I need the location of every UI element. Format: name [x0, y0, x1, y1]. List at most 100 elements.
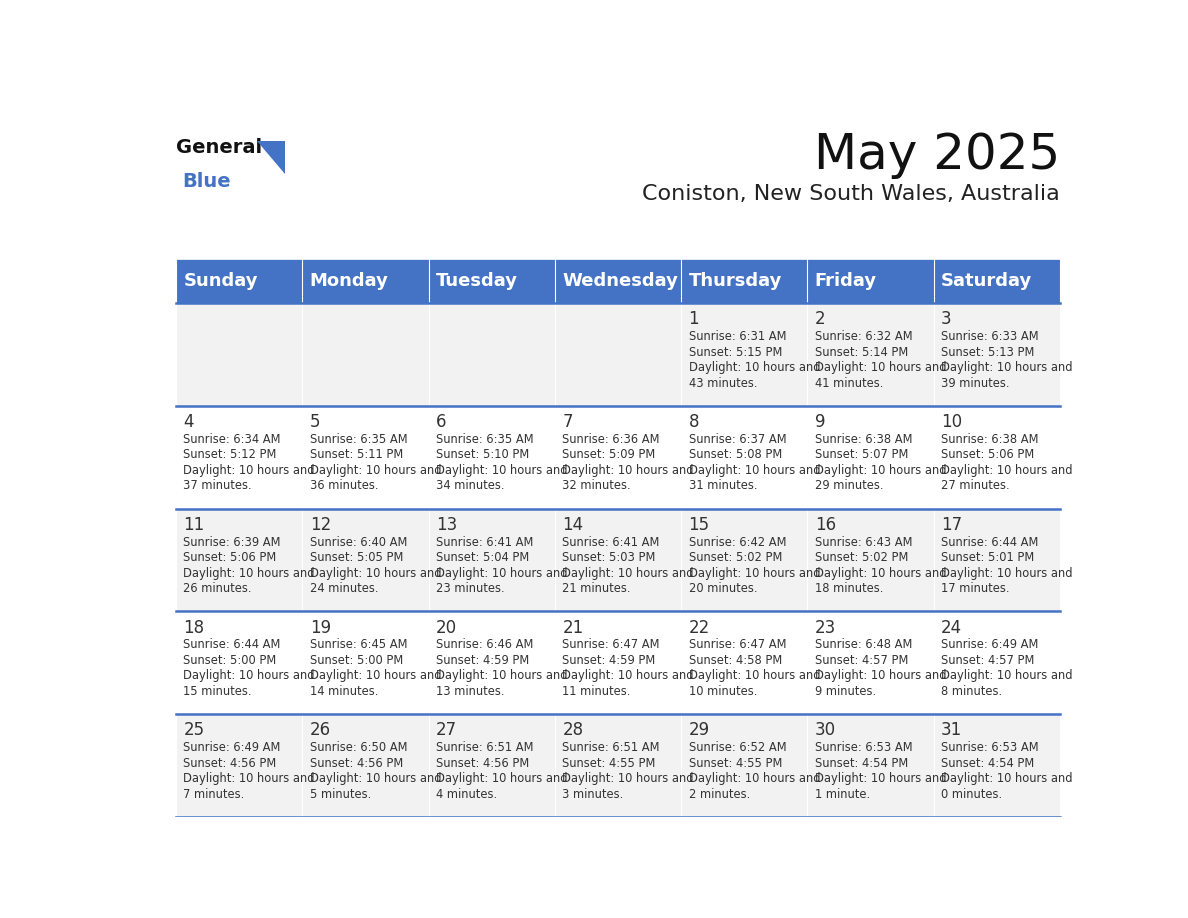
- Text: Sunrise: 6:50 AM: Sunrise: 6:50 AM: [310, 741, 407, 754]
- Text: Daylight: 10 hours and: Daylight: 10 hours and: [941, 669, 1073, 682]
- Bar: [555, 259, 681, 303]
- Text: Daylight: 10 hours and: Daylight: 10 hours and: [183, 566, 315, 579]
- Text: Sunset: 5:08 PM: Sunset: 5:08 PM: [689, 448, 782, 462]
- Bar: [303, 259, 429, 303]
- Text: Sunrise: 6:41 AM: Sunrise: 6:41 AM: [436, 535, 533, 549]
- Text: Daylight: 10 hours and: Daylight: 10 hours and: [689, 669, 820, 682]
- Text: Sunrise: 6:34 AM: Sunrise: 6:34 AM: [183, 432, 282, 446]
- Text: 31: 31: [941, 722, 962, 739]
- Text: 21: 21: [562, 619, 583, 636]
- Text: 6: 6: [436, 413, 447, 431]
- Text: Daylight: 10 hours and: Daylight: 10 hours and: [689, 566, 820, 579]
- Text: Monday: Monday: [310, 272, 388, 290]
- Text: 25: 25: [183, 722, 204, 739]
- Text: Daylight: 10 hours and: Daylight: 10 hours and: [183, 772, 315, 785]
- Text: Sunrise: 6:46 AM: Sunrise: 6:46 AM: [436, 638, 533, 652]
- Text: 19: 19: [310, 619, 331, 636]
- Text: 15: 15: [689, 516, 709, 533]
- Text: Daylight: 10 hours and: Daylight: 10 hours and: [310, 669, 441, 682]
- Text: Saturday: Saturday: [941, 272, 1032, 290]
- Text: 37 minutes.: 37 minutes.: [183, 479, 252, 492]
- Text: Sunrise: 6:49 AM: Sunrise: 6:49 AM: [183, 741, 280, 754]
- Text: Wednesday: Wednesday: [562, 272, 678, 290]
- Text: 1: 1: [689, 310, 700, 329]
- Text: 18 minutes.: 18 minutes.: [815, 582, 883, 595]
- Text: Daylight: 10 hours and: Daylight: 10 hours and: [183, 669, 315, 682]
- Text: Sunset: 5:00 PM: Sunset: 5:00 PM: [183, 654, 277, 666]
- Text: Sunrise: 6:39 AM: Sunrise: 6:39 AM: [183, 535, 282, 549]
- Text: 26: 26: [310, 722, 331, 739]
- Text: Sunrise: 6:47 AM: Sunrise: 6:47 AM: [562, 638, 659, 652]
- Text: 4 minutes.: 4 minutes.: [436, 788, 497, 800]
- Bar: [176, 509, 1060, 611]
- Text: 14: 14: [562, 516, 583, 533]
- Text: 8 minutes.: 8 minutes.: [941, 685, 1003, 698]
- Text: 22: 22: [689, 619, 709, 636]
- Text: Sunset: 5:04 PM: Sunset: 5:04 PM: [436, 551, 530, 564]
- Bar: [176, 303, 1060, 406]
- Text: Sunset: 5:09 PM: Sunset: 5:09 PM: [562, 448, 656, 462]
- Text: Blue: Blue: [183, 173, 232, 191]
- Text: Sunset: 4:56 PM: Sunset: 4:56 PM: [310, 756, 403, 769]
- Bar: [176, 406, 1060, 509]
- Text: Daylight: 10 hours and: Daylight: 10 hours and: [310, 464, 441, 476]
- Text: 27: 27: [436, 722, 457, 739]
- Text: Sunset: 5:06 PM: Sunset: 5:06 PM: [941, 448, 1035, 462]
- Text: Sunset: 5:14 PM: Sunset: 5:14 PM: [815, 345, 908, 359]
- Text: 14 minutes.: 14 minutes.: [310, 685, 378, 698]
- Text: Daylight: 10 hours and: Daylight: 10 hours and: [310, 566, 441, 579]
- Text: 11 minutes.: 11 minutes.: [562, 685, 631, 698]
- Text: Coniston, New South Wales, Australia: Coniston, New South Wales, Australia: [643, 185, 1060, 205]
- Text: Daylight: 10 hours and: Daylight: 10 hours and: [689, 361, 820, 375]
- Text: 24 minutes.: 24 minutes.: [310, 582, 378, 595]
- Text: Sunset: 5:05 PM: Sunset: 5:05 PM: [310, 551, 403, 564]
- Text: 11: 11: [183, 516, 204, 533]
- Text: Daylight: 10 hours and: Daylight: 10 hours and: [815, 464, 947, 476]
- Text: Sunset: 5:06 PM: Sunset: 5:06 PM: [183, 551, 277, 564]
- Text: 8: 8: [689, 413, 699, 431]
- Text: 3: 3: [941, 310, 952, 329]
- Text: 20: 20: [436, 619, 457, 636]
- Text: Sunset: 5:10 PM: Sunset: 5:10 PM: [436, 448, 530, 462]
- Text: Sunrise: 6:36 AM: Sunrise: 6:36 AM: [562, 432, 659, 446]
- Text: Sunset: 5:15 PM: Sunset: 5:15 PM: [689, 345, 782, 359]
- Text: 36 minutes.: 36 minutes.: [310, 479, 378, 492]
- Text: 39 minutes.: 39 minutes.: [941, 376, 1010, 389]
- Text: Daylight: 10 hours and: Daylight: 10 hours and: [815, 566, 947, 579]
- Text: Sunrise: 6:38 AM: Sunrise: 6:38 AM: [941, 432, 1038, 446]
- Text: Sunset: 4:56 PM: Sunset: 4:56 PM: [436, 756, 530, 769]
- Text: 17 minutes.: 17 minutes.: [941, 582, 1010, 595]
- Text: Sunset: 4:57 PM: Sunset: 4:57 PM: [941, 654, 1035, 666]
- Text: 0 minutes.: 0 minutes.: [941, 788, 1003, 800]
- Text: Sunrise: 6:35 AM: Sunrise: 6:35 AM: [436, 432, 533, 446]
- Text: 5 minutes.: 5 minutes.: [310, 788, 371, 800]
- Text: Daylight: 10 hours and: Daylight: 10 hours and: [941, 464, 1073, 476]
- Text: 1 minute.: 1 minute.: [815, 788, 870, 800]
- Bar: [808, 259, 934, 303]
- Text: 12: 12: [310, 516, 331, 533]
- Text: Sunset: 5:02 PM: Sunset: 5:02 PM: [689, 551, 782, 564]
- Text: General: General: [176, 139, 263, 157]
- Text: Friday: Friday: [815, 272, 877, 290]
- Text: Sunrise: 6:37 AM: Sunrise: 6:37 AM: [689, 432, 786, 446]
- Text: 7: 7: [562, 413, 573, 431]
- Bar: [429, 259, 555, 303]
- Text: 21 minutes.: 21 minutes.: [562, 582, 631, 595]
- Text: Daylight: 10 hours and: Daylight: 10 hours and: [310, 772, 441, 785]
- Text: Sunset: 4:59 PM: Sunset: 4:59 PM: [436, 654, 530, 666]
- Polygon shape: [257, 141, 285, 174]
- Text: Sunrise: 6:31 AM: Sunrise: 6:31 AM: [689, 330, 786, 343]
- Text: Daylight: 10 hours and: Daylight: 10 hours and: [562, 669, 694, 682]
- Text: 16: 16: [815, 516, 836, 533]
- Bar: [176, 714, 1060, 817]
- Text: Sunrise: 6:47 AM: Sunrise: 6:47 AM: [689, 638, 786, 652]
- Bar: [681, 259, 808, 303]
- Text: 10 minutes.: 10 minutes.: [689, 685, 757, 698]
- Text: Daylight: 10 hours and: Daylight: 10 hours and: [941, 566, 1073, 579]
- Text: Tuesday: Tuesday: [436, 272, 518, 290]
- Text: 2: 2: [815, 310, 826, 329]
- Text: Sunrise: 6:53 AM: Sunrise: 6:53 AM: [941, 741, 1038, 754]
- Text: Daylight: 10 hours and: Daylight: 10 hours and: [562, 772, 694, 785]
- Text: Sunset: 4:54 PM: Sunset: 4:54 PM: [941, 756, 1035, 769]
- Text: 28: 28: [562, 722, 583, 739]
